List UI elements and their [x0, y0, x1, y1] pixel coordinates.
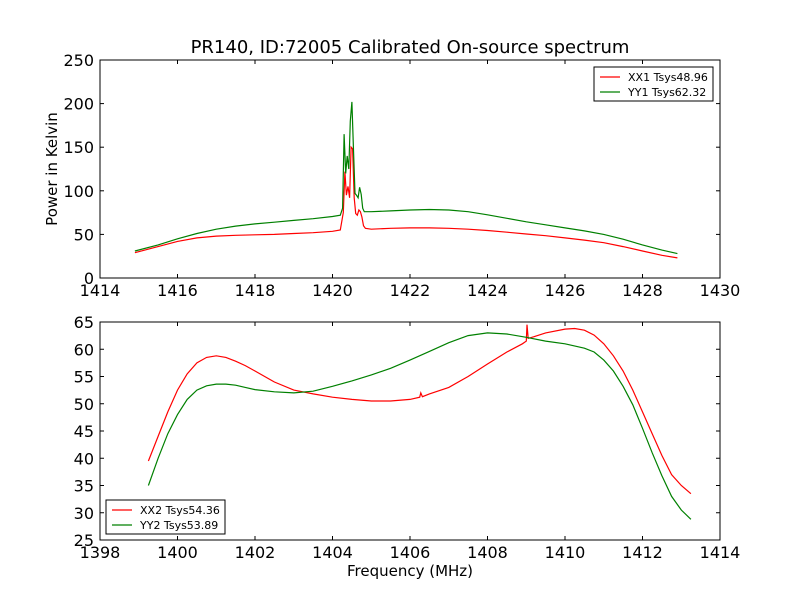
x-tick-label: 1430 — [700, 281, 741, 300]
y-tick-label: 250 — [63, 51, 94, 70]
x-tick-label: 1424 — [467, 281, 508, 300]
y-tick-label: 30 — [74, 504, 94, 523]
x-tick-label: 1412 — [622, 543, 663, 562]
series-line-yy1 — [134, 101, 678, 255]
y-tick-label: 60 — [74, 340, 94, 359]
x-tick-label: 1414 — [700, 543, 741, 562]
legend-entry-label: YY1 Tsys62.32 — [627, 86, 706, 99]
y-tick-label: 150 — [63, 138, 94, 157]
legend: XX2 Tsys54.36 YY2 Tsys53.89 — [105, 499, 226, 535]
series-line-xx2 — [147, 324, 692, 495]
x-tick-label: 1406 — [390, 543, 431, 562]
x-tick-label: 1428 — [622, 281, 663, 300]
series-line-yy2 — [147, 332, 692, 520]
y-tick-label: 35 — [74, 477, 94, 496]
x-tick-label: 1408 — [467, 543, 508, 562]
y-tick-label: 40 — [74, 449, 94, 468]
x-tick-label: 1420 — [312, 281, 353, 300]
legend: XX1 Tsys48.96 YY1 Tsys62.32 — [593, 66, 714, 102]
x-tick-label: 1416 — [157, 281, 198, 300]
x-tick-label: 1426 — [545, 281, 586, 300]
y-tick-label: 50 — [74, 395, 94, 414]
y-axis-label: Power in Kelvin — [43, 112, 61, 226]
x-axis-label: Frequency (MHz) — [347, 562, 473, 580]
x-tick-label: 1410 — [545, 543, 586, 562]
y-tick-label: 0 — [84, 269, 94, 288]
y-tick-label: 100 — [63, 182, 94, 201]
bottom-chart-panel: 1398 1400 1402 1404 1406 1408 1410 1412 1414 25 30… — [74, 313, 741, 580]
top-chart-panel: 1414 1416 1418 1420 1422 1424 1426 1428 1430 0 50 1… — [43, 51, 740, 300]
y-tick-label: 55 — [74, 368, 94, 387]
x-tick-label: 1414 — [80, 281, 121, 300]
x-tick-label: 1400 — [157, 543, 198, 562]
x-tick-label: 1398 — [80, 543, 121, 562]
y-tick-label: 45 — [74, 422, 94, 441]
x-tick-label: 1422 — [390, 281, 431, 300]
y-tick-label: 25 — [74, 531, 94, 550]
x-tick-label: 1418 — [235, 281, 276, 300]
series-line-xx1 — [134, 145, 678, 259]
legend-box — [593, 66, 714, 102]
legend-entry-label: YY2 Tsys53.89 — [139, 519, 218, 532]
y-tick-label: 200 — [63, 95, 94, 114]
y-tick-label: 50 — [74, 225, 94, 244]
chart-title: PR140, ID:72005 Calibrated On-source spe… — [191, 37, 630, 58]
y-tick-label: 65 — [74, 313, 94, 332]
x-tick-label: 1404 — [312, 543, 353, 562]
legend-entry-label: XX1 Tsys48.96 — [628, 71, 708, 84]
x-tick-label: 1402 — [235, 543, 276, 562]
legend-box — [105, 499, 226, 535]
legend-entry-label: XX2 Tsys54.36 — [140, 504, 220, 517]
